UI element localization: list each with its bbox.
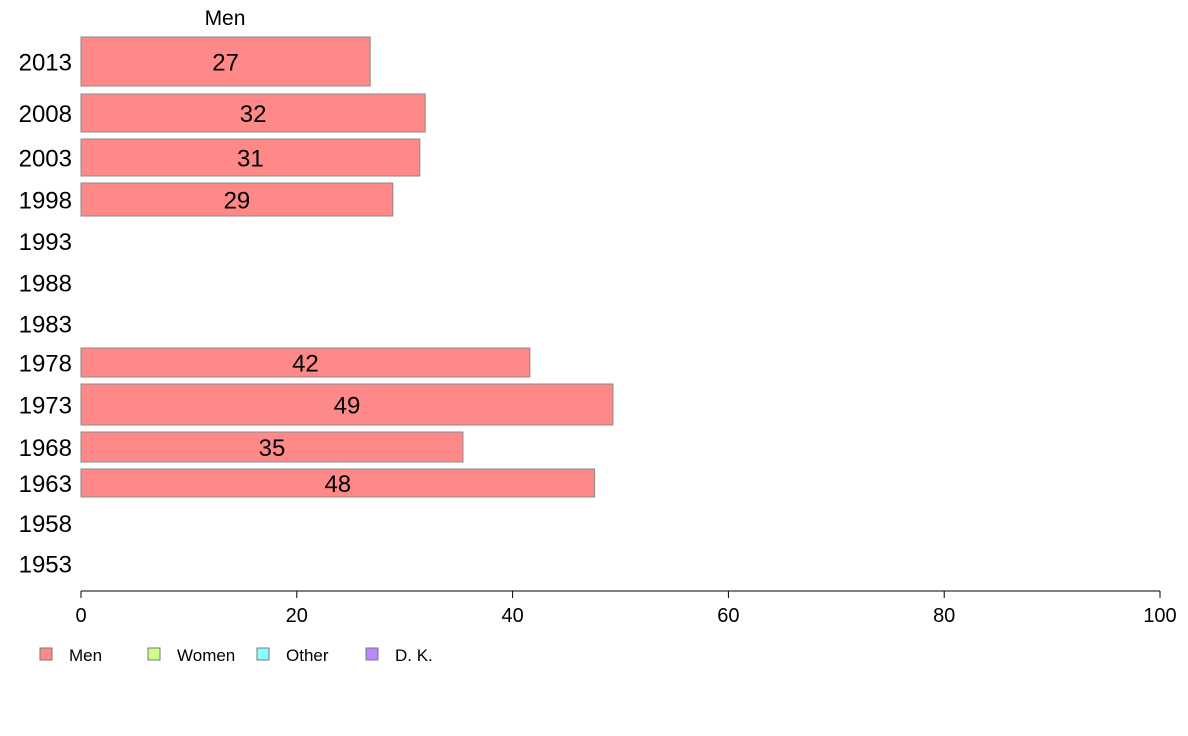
x-tick-label: 20 bbox=[286, 605, 308, 627]
bar-1973 bbox=[80, 383, 614, 426]
bar-1978 bbox=[80, 347, 531, 378]
chart-rows: 2013 27 2008 32 2003 31 1998 29 1993 1988 1983 1978… bbox=[19, 36, 614, 579]
year-label: 1963 bbox=[19, 471, 72, 498]
legend-swatch bbox=[365, 647, 379, 661]
year-label: 1993 bbox=[19, 229, 72, 256]
year-label: 2003 bbox=[19, 146, 72, 173]
bar-value-label: 35 bbox=[259, 435, 286, 462]
bar-value-label: 48 bbox=[324, 471, 351, 498]
year-label: 1983 bbox=[19, 312, 72, 339]
x-tick-label: 80 bbox=[933, 605, 955, 627]
legend-label: D. K. bbox=[395, 646, 433, 665]
x-tick-label: 60 bbox=[717, 605, 739, 627]
chart-header: Men bbox=[205, 7, 246, 30]
bar-2003 bbox=[80, 138, 421, 177]
year-label: 2013 bbox=[19, 50, 72, 77]
year-label: 1958 bbox=[19, 511, 72, 538]
bar-value-label: 29 bbox=[224, 188, 251, 215]
year-label: 2008 bbox=[19, 101, 72, 128]
bar-1998 bbox=[80, 182, 394, 217]
bar-value-label: 32 bbox=[240, 101, 267, 128]
year-label: 1973 bbox=[19, 393, 72, 420]
legend: Men Women Other D. K. bbox=[39, 646, 433, 665]
legend-swatch bbox=[256, 647, 270, 661]
legend-swatch bbox=[147, 647, 161, 661]
x-tick-label: 0 bbox=[75, 605, 86, 627]
bar-2008 bbox=[80, 93, 426, 133]
legend-label: Other bbox=[286, 646, 329, 665]
x-tick-label: 40 bbox=[501, 605, 523, 627]
legend-label: Men bbox=[69, 646, 102, 665]
bar-value-label: 27 bbox=[212, 50, 239, 77]
year-label: 1968 bbox=[19, 435, 72, 462]
year-label: 1978 bbox=[19, 351, 72, 378]
bar-1968 bbox=[80, 431, 464, 463]
bar-value-label: 31 bbox=[237, 146, 264, 173]
year-label: 1988 bbox=[19, 271, 72, 298]
legend-label: Women bbox=[177, 646, 235, 665]
year-label: 1953 bbox=[19, 552, 72, 579]
bar-1963 bbox=[80, 468, 596, 498]
bar-2013 bbox=[80, 36, 371, 87]
x-tick-label: 100 bbox=[1143, 605, 1176, 627]
bar-value-label: 42 bbox=[292, 351, 319, 378]
bar-value-label: 49 bbox=[334, 393, 361, 420]
year-label: 1998 bbox=[19, 188, 72, 215]
x-axis: 0 20 40 60 80 100 bbox=[75, 590, 1177, 627]
legend-swatch bbox=[39, 647, 53, 661]
